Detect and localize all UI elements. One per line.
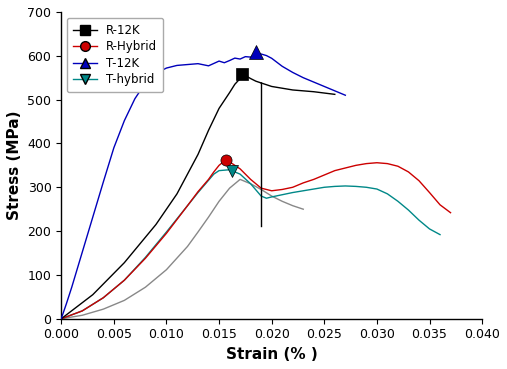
X-axis label: Strain (% ): Strain (% ) [226,347,317,362]
Legend: R-12K, R-Hybrid, T-12K, T-hybrid: R-12K, R-Hybrid, T-12K, T-hybrid [67,18,163,92]
Y-axis label: Stress (MPa): Stress (MPa) [7,111,22,220]
